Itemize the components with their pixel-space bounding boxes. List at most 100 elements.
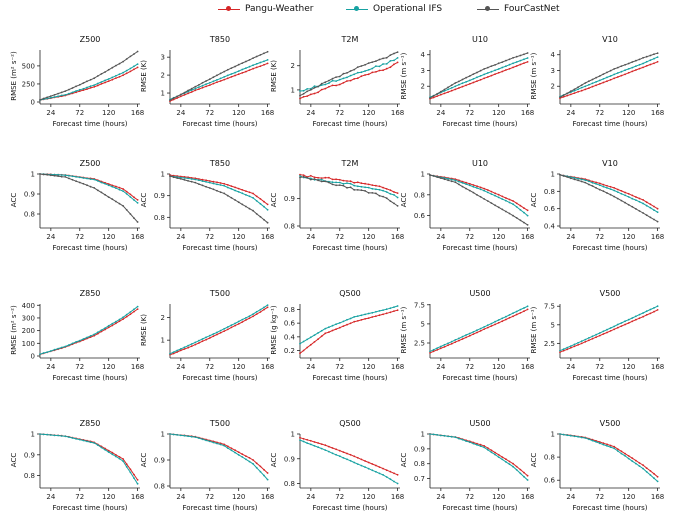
y-tick-label: 2.5 bbox=[414, 340, 425, 348]
data-point bbox=[219, 331, 222, 334]
panel-9: U10 0.6 0.8 1 24 72 120 168 Forecast time (hours… bbox=[400, 159, 534, 252]
x-tick-label: 120 bbox=[102, 493, 115, 501]
data-point bbox=[245, 67, 247, 69]
data-point bbox=[335, 181, 337, 184]
data-point bbox=[429, 97, 431, 99]
y-tick-label: 0.6 bbox=[544, 205, 556, 213]
data-point bbox=[183, 179, 186, 181]
data-point bbox=[201, 178, 204, 181]
data-point bbox=[454, 436, 457, 439]
data-point bbox=[356, 320, 359, 322]
data-point bbox=[107, 78, 110, 80]
data-point bbox=[588, 438, 590, 441]
y-axis-label: ACC bbox=[270, 193, 278, 208]
data-point bbox=[118, 62, 121, 65]
data-point bbox=[49, 95, 52, 97]
data-point bbox=[205, 85, 208, 88]
data-point bbox=[53, 348, 56, 351]
data-point bbox=[86, 86, 88, 89]
x-tick-label: 120 bbox=[492, 363, 505, 371]
data-point bbox=[580, 84, 583, 86]
data-point bbox=[255, 200, 258, 202]
x-axis-label: Forecast time (hours) bbox=[572, 120, 647, 128]
data-point bbox=[512, 465, 514, 468]
data-point bbox=[179, 178, 182, 180]
data-point bbox=[649, 59, 652, 62]
data-point bbox=[183, 348, 186, 350]
data-point bbox=[436, 349, 439, 351]
data-point bbox=[494, 451, 496, 454]
data-point bbox=[649, 63, 652, 66]
data-point bbox=[613, 73, 616, 76]
data-point bbox=[450, 84, 453, 87]
series-line-pangu-weather bbox=[429, 174, 528, 211]
data-point bbox=[356, 185, 359, 188]
data-point bbox=[194, 181, 197, 184]
data-point bbox=[620, 325, 623, 327]
panel-15: V500 2.5 5 7.5 24 72 120 168 Forecast time (hour… bbox=[530, 289, 664, 382]
data-point bbox=[248, 59, 251, 61]
data-point bbox=[465, 84, 467, 87]
data-point bbox=[642, 312, 644, 314]
data-point bbox=[64, 345, 67, 348]
data-point bbox=[299, 97, 301, 100]
y-tick-label: 0.9 bbox=[24, 191, 35, 199]
data-point bbox=[382, 195, 384, 198]
data-point bbox=[616, 450, 619, 452]
data-point bbox=[111, 322, 114, 325]
y-axis-label: RMSE (m s⁻¹) bbox=[530, 52, 538, 99]
panel-4: U10 2 3 4 24 72 120 168 Forecast time (hours) RMS… bbox=[400, 35, 534, 128]
data-point bbox=[190, 87, 193, 90]
data-point bbox=[248, 191, 251, 194]
data-point bbox=[588, 183, 590, 186]
data-point bbox=[508, 316, 511, 319]
data-point bbox=[566, 346, 569, 349]
x-tick-label: 72 bbox=[595, 109, 604, 117]
data-point bbox=[328, 79, 330, 82]
data-point bbox=[223, 76, 226, 78]
x-axis-label: Forecast time (hours) bbox=[52, 504, 127, 512]
data-point bbox=[89, 441, 92, 444]
data-point bbox=[42, 352, 45, 354]
data-point bbox=[627, 203, 630, 206]
data-point bbox=[627, 192, 630, 195]
x-tick-label: 72 bbox=[75, 233, 84, 241]
data-point bbox=[266, 62, 269, 65]
data-point bbox=[393, 191, 395, 193]
data-point bbox=[353, 455, 356, 458]
data-point bbox=[172, 351, 175, 353]
y-axis-label: RMSE (m² s⁻²) bbox=[10, 51, 18, 101]
data-point bbox=[212, 80, 215, 83]
x-axis-label: Forecast time (hours) bbox=[182, 120, 257, 128]
data-point bbox=[501, 198, 504, 201]
data-point bbox=[360, 65, 363, 67]
data-point bbox=[505, 65, 507, 68]
y-axis-label: ACC bbox=[530, 453, 538, 468]
data-point bbox=[129, 213, 132, 215]
x-axis-label: Forecast time (hours) bbox=[312, 374, 387, 382]
data-point bbox=[46, 433, 49, 436]
data-point bbox=[371, 192, 374, 194]
data-point bbox=[133, 477, 135, 479]
x-tick-label: 24 bbox=[566, 493, 575, 501]
data-point bbox=[115, 74, 117, 77]
data-point bbox=[335, 76, 337, 78]
data-point bbox=[375, 315, 377, 318]
x-tick-label: 72 bbox=[205, 233, 214, 241]
data-point bbox=[627, 62, 630, 65]
x-tick-label: 168 bbox=[261, 109, 274, 117]
series-line-pangu-weather bbox=[299, 309, 398, 354]
data-point bbox=[93, 333, 96, 336]
data-point bbox=[183, 346, 186, 349]
data-point bbox=[263, 52, 265, 55]
y-tick-label: 7.5 bbox=[414, 301, 425, 309]
data-point bbox=[627, 322, 630, 324]
data-point bbox=[360, 464, 363, 467]
data-point bbox=[562, 349, 565, 352]
data-point bbox=[176, 434, 179, 436]
data-point bbox=[598, 332, 601, 334]
data-point bbox=[624, 194, 626, 197]
data-point bbox=[331, 447, 334, 449]
data-point bbox=[313, 445, 316, 447]
